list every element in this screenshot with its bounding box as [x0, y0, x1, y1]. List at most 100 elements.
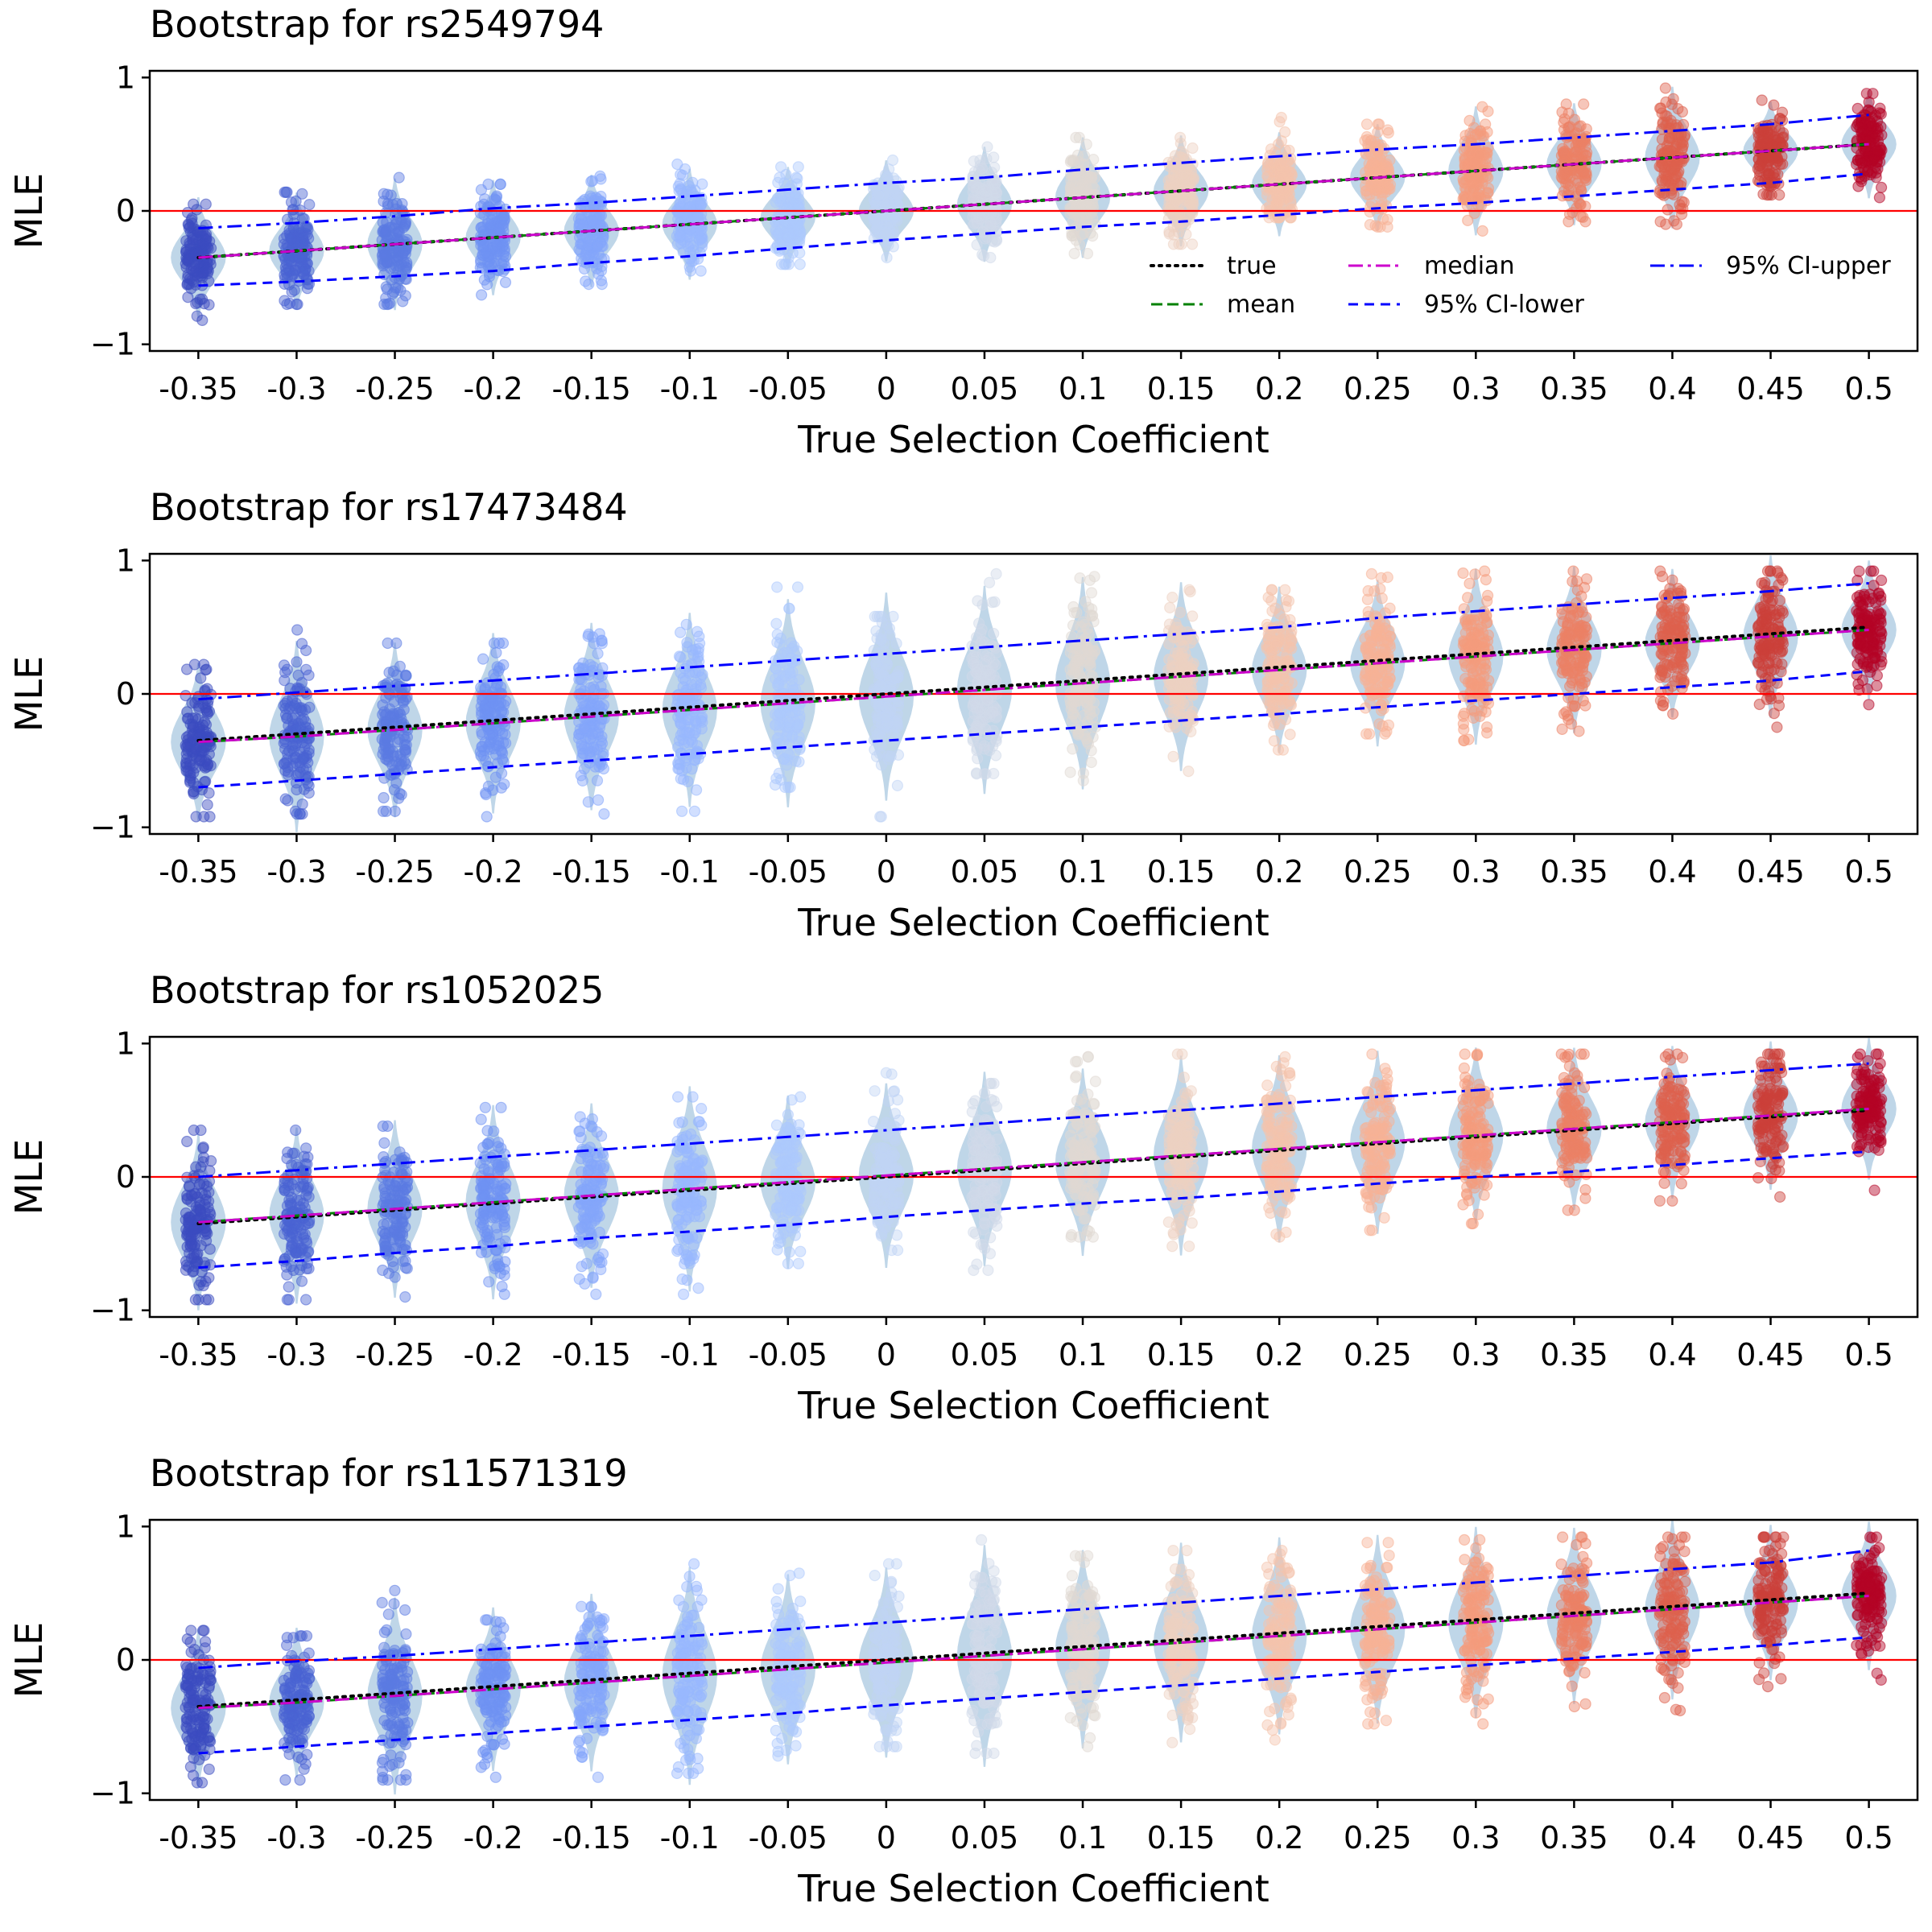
point — [291, 702, 303, 715]
point — [1366, 682, 1378, 694]
point — [1084, 574, 1096, 586]
point — [1556, 723, 1568, 736]
point — [497, 727, 509, 740]
point — [976, 599, 989, 611]
point — [576, 737, 588, 749]
point — [1672, 103, 1684, 115]
y-axis-label: MLE — [7, 173, 51, 249]
point — [291, 656, 303, 668]
point — [1266, 605, 1278, 617]
point — [576, 774, 588, 787]
point — [1656, 570, 1669, 583]
point — [382, 257, 394, 269]
point — [786, 247, 799, 259]
point — [1185, 686, 1197, 699]
point — [495, 706, 507, 718]
point — [988, 151, 1000, 163]
point — [297, 753, 309, 765]
point — [985, 639, 997, 651]
point — [770, 663, 782, 675]
point — [1654, 671, 1666, 683]
point — [400, 744, 412, 757]
point — [1867, 88, 1879, 100]
point — [792, 161, 804, 173]
point — [1376, 196, 1388, 208]
point — [187, 233, 199, 246]
point — [1267, 719, 1280, 732]
point — [774, 237, 786, 250]
point — [477, 694, 489, 706]
point — [1874, 102, 1886, 114]
legend-label: 95% CI-lower — [1424, 291, 1585, 319]
point — [1760, 609, 1772, 621]
chart-title: Bootstrap for rs2549794 — [150, 2, 604, 46]
point — [674, 217, 686, 229]
point — [1376, 592, 1388, 605]
point — [966, 640, 978, 652]
point — [1074, 572, 1086, 584]
point — [691, 212, 704, 224]
point — [592, 647, 604, 660]
point — [890, 210, 902, 222]
point — [970, 767, 983, 779]
point — [1676, 682, 1688, 694]
point — [1480, 573, 1492, 586]
point — [770, 772, 782, 785]
point — [1174, 151, 1186, 163]
series-line-95-ci-lower — [198, 172, 1869, 287]
point — [1659, 161, 1671, 174]
point — [1269, 674, 1281, 686]
point — [1667, 708, 1679, 720]
x-tick-label: -0.05 — [749, 371, 828, 407]
point — [1087, 731, 1099, 743]
point — [696, 723, 708, 735]
point — [1876, 181, 1888, 193]
point — [1777, 127, 1790, 139]
point — [302, 278, 314, 290]
point — [1775, 572, 1787, 584]
point — [1168, 166, 1180, 178]
point — [1474, 125, 1486, 138]
point — [1657, 650, 1670, 663]
point — [390, 282, 402, 294]
point — [683, 713, 695, 726]
point — [1084, 657, 1096, 670]
point — [1575, 651, 1588, 663]
point — [1183, 765, 1195, 778]
point — [786, 681, 799, 693]
point — [279, 675, 291, 687]
point — [989, 236, 1001, 248]
point — [1568, 114, 1581, 126]
point — [793, 756, 805, 768]
point — [493, 200, 506, 213]
point — [1277, 744, 1290, 756]
point — [1268, 735, 1281, 747]
point — [673, 650, 686, 663]
point — [291, 233, 303, 245]
point — [674, 626, 687, 638]
point — [479, 736, 491, 749]
point — [190, 298, 202, 310]
point — [1369, 671, 1381, 683]
point — [981, 141, 993, 153]
point — [291, 624, 303, 636]
point — [1177, 697, 1190, 710]
point — [1185, 725, 1197, 738]
point — [1463, 577, 1476, 590]
point — [1478, 641, 1490, 653]
point — [1756, 94, 1768, 106]
point — [1384, 642, 1397, 654]
point — [300, 663, 312, 675]
point — [181, 278, 194, 290]
x-tick-label: -0.35 — [159, 371, 237, 407]
point — [278, 700, 290, 712]
point — [881, 227, 893, 239]
point — [295, 253, 307, 265]
point — [1187, 142, 1199, 155]
point — [786, 730, 799, 742]
point — [1066, 229, 1078, 242]
point — [493, 637, 506, 650]
point — [296, 213, 308, 225]
point — [1365, 568, 1378, 580]
